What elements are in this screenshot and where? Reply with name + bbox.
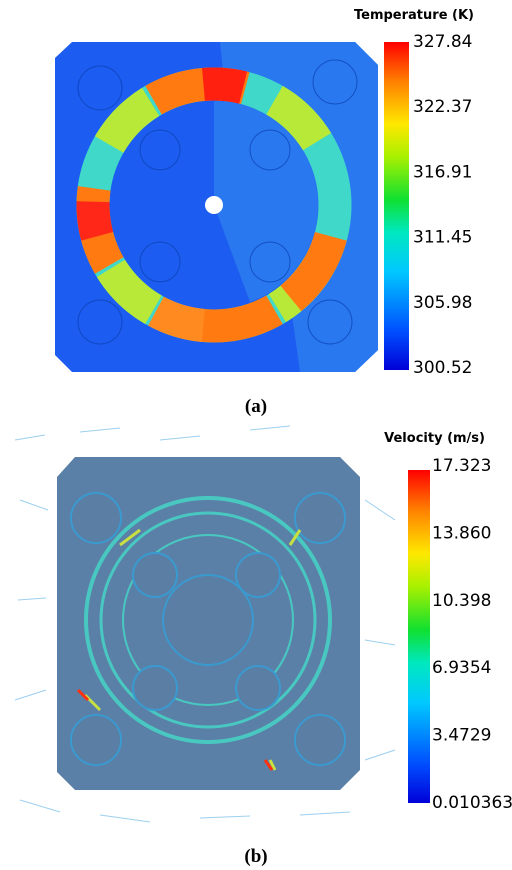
colorbar-tick-label: 13.860 bbox=[432, 523, 491, 543]
colorbar-tick-label: 305.98 bbox=[413, 293, 472, 313]
colorbar-tick-label: 311.45 bbox=[413, 228, 472, 248]
temperature-plot bbox=[49, 40, 409, 372]
colorbar-tick-label: 6.9354 bbox=[432, 658, 491, 678]
caption: (a) bbox=[245, 396, 267, 417]
colorbar-tick-label: 10.398 bbox=[432, 591, 491, 611]
colorbar-tick-label: 3.4729 bbox=[432, 726, 491, 746]
velocity-plot bbox=[15, 426, 430, 822]
colorbar-title: Velocity (m/s) bbox=[384, 431, 485, 446]
colorbar-tick-label: 327.84 bbox=[413, 32, 472, 52]
caption: (b) bbox=[244, 846, 267, 867]
colorbar-tick-label: 0.010363 bbox=[432, 793, 512, 813]
figure: Temperature (K) Velocity (m/s) (a) (b) 3… bbox=[0, 0, 512, 870]
colorbar-tick-label: 316.91 bbox=[413, 162, 472, 182]
colorbar-title: Temperature (K) bbox=[354, 8, 474, 23]
colorbar-tick-label: 300.52 bbox=[413, 358, 472, 378]
colorbar-tick-label: 322.37 bbox=[413, 97, 472, 117]
colorbar-tick-label: 17.323 bbox=[432, 456, 491, 476]
